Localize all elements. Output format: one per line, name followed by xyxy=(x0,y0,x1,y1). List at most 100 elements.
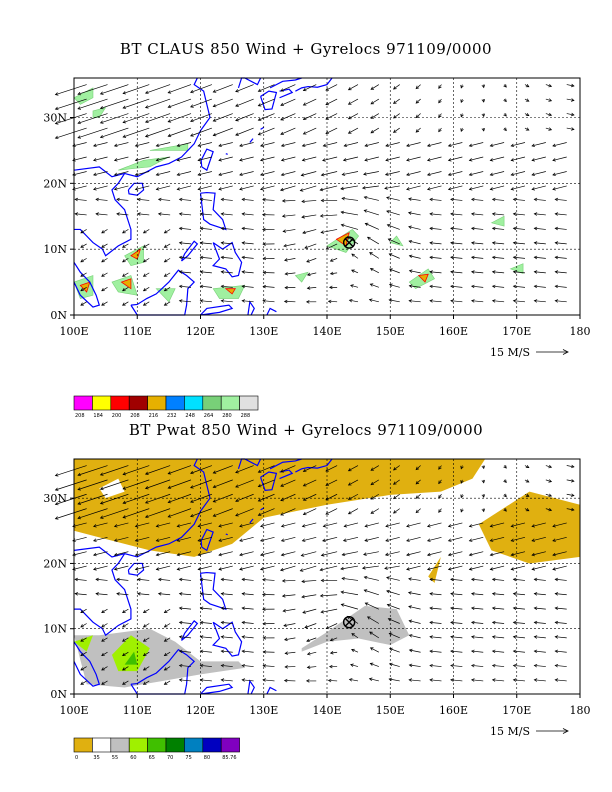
wind-arrowhead xyxy=(241,299,246,303)
wind-vector xyxy=(258,493,275,502)
wind-vector xyxy=(235,479,254,488)
wind-arrowhead xyxy=(116,592,120,596)
wind-vector xyxy=(348,493,359,500)
wind-arrowhead xyxy=(503,113,507,117)
wind-vector xyxy=(101,608,108,613)
wind-vector xyxy=(80,301,87,306)
wind-arrowhead xyxy=(144,471,149,475)
wind-arrowhead xyxy=(137,212,141,216)
wind-vector xyxy=(93,171,108,176)
gyre-location-marker xyxy=(342,615,356,629)
wind-vector xyxy=(221,593,233,596)
lat-tick-label: 30N xyxy=(43,492,67,505)
wind-vector xyxy=(448,156,463,161)
wind-vector xyxy=(190,113,213,122)
wind-arrowhead xyxy=(122,486,127,490)
colorbar-label: 232 xyxy=(167,413,177,419)
wind-arrowhead xyxy=(80,638,84,642)
wind-arrowhead xyxy=(533,212,538,216)
map-panel-1: 100E 110E 120E 130E 140E 150E 160E 170E 1800N10N… xyxy=(43,77,591,419)
wind-arrowhead xyxy=(468,538,473,542)
wind-arrowhead xyxy=(259,187,264,191)
wind-vector xyxy=(555,607,567,610)
wind-vector xyxy=(164,258,171,263)
wind-arrowhead xyxy=(306,638,310,643)
wind-vector xyxy=(280,113,296,121)
wind-arrowhead xyxy=(393,129,397,133)
wind-vector xyxy=(260,142,275,147)
coastline xyxy=(73,458,211,558)
wind-arrowhead xyxy=(554,620,559,625)
wind-arrowhead xyxy=(262,621,266,626)
coastline xyxy=(180,620,199,641)
wind-vector xyxy=(72,171,87,176)
wind-arrowhead xyxy=(280,117,284,121)
wind-arrowhead xyxy=(554,197,559,202)
wind-vector xyxy=(429,271,442,274)
wind-vector xyxy=(406,565,421,570)
wind-arrowhead xyxy=(570,479,575,483)
wind-vector xyxy=(342,577,359,581)
wind-arrowhead xyxy=(343,143,348,148)
wind-vector xyxy=(389,268,400,274)
wind-arrowhead xyxy=(113,524,118,528)
wind-vector xyxy=(325,113,338,120)
wind-arrowhead xyxy=(241,241,246,245)
wind-vector xyxy=(555,665,567,667)
wind-arrowhead xyxy=(178,606,183,610)
wind-vector xyxy=(242,285,254,288)
wind-vector xyxy=(80,637,87,642)
coastline xyxy=(260,471,278,491)
gyre-marker-cross xyxy=(344,238,354,248)
wind-arrowhead xyxy=(167,514,172,518)
wind-arrowhead xyxy=(176,172,181,177)
wind-vector xyxy=(221,300,233,303)
wind-vector xyxy=(369,678,379,682)
wind-vector xyxy=(55,127,87,139)
wind-arrowhead xyxy=(93,158,97,162)
wind-arrowhead xyxy=(510,567,515,571)
wind-arrowhead xyxy=(347,116,352,120)
wind-arrowhead xyxy=(262,270,267,275)
coastline xyxy=(225,533,228,536)
wind-vector xyxy=(492,607,505,610)
wind-vector xyxy=(156,156,171,161)
wind-arrowhead xyxy=(408,648,413,653)
wind-arrowhead xyxy=(74,197,79,202)
wind-vector xyxy=(320,185,338,191)
wind-arrowhead xyxy=(369,283,374,287)
coastline xyxy=(260,507,265,511)
wind-vector xyxy=(348,508,359,515)
wind-arrowhead xyxy=(178,270,183,274)
coastline xyxy=(260,90,278,111)
wind-arrowhead xyxy=(101,288,105,292)
wind-vector xyxy=(55,84,87,96)
wind-vector xyxy=(93,156,108,161)
wind-arrowhead xyxy=(176,187,181,191)
wind-vector xyxy=(320,594,338,597)
wind-vector xyxy=(281,156,296,161)
wind-arrowhead xyxy=(163,230,168,234)
wind-vector xyxy=(393,84,400,90)
lon-tick-label: 120E xyxy=(186,704,215,717)
wind-vector xyxy=(349,299,359,303)
wind-arrowhead xyxy=(176,158,181,162)
precip-water-area xyxy=(478,491,580,564)
wind-arrowhead xyxy=(144,134,149,138)
wind-vector xyxy=(145,508,171,518)
wind-vector xyxy=(438,127,442,132)
wind-vector xyxy=(555,578,567,581)
wind-arrowhead xyxy=(235,484,239,488)
wind-arrowhead xyxy=(54,121,59,125)
wind-vector xyxy=(239,156,254,161)
wind-arrowhead xyxy=(491,592,496,596)
wind-arrowhead xyxy=(134,187,139,191)
wind-arrowhead xyxy=(178,592,183,596)
wind-vector xyxy=(492,285,505,288)
wind-vector xyxy=(235,98,254,107)
wind-arrowhead xyxy=(80,288,84,292)
wind-vector xyxy=(409,634,421,639)
wind-vector xyxy=(164,666,171,671)
wind-vector xyxy=(260,536,275,542)
wind-arrowhead xyxy=(429,678,433,682)
